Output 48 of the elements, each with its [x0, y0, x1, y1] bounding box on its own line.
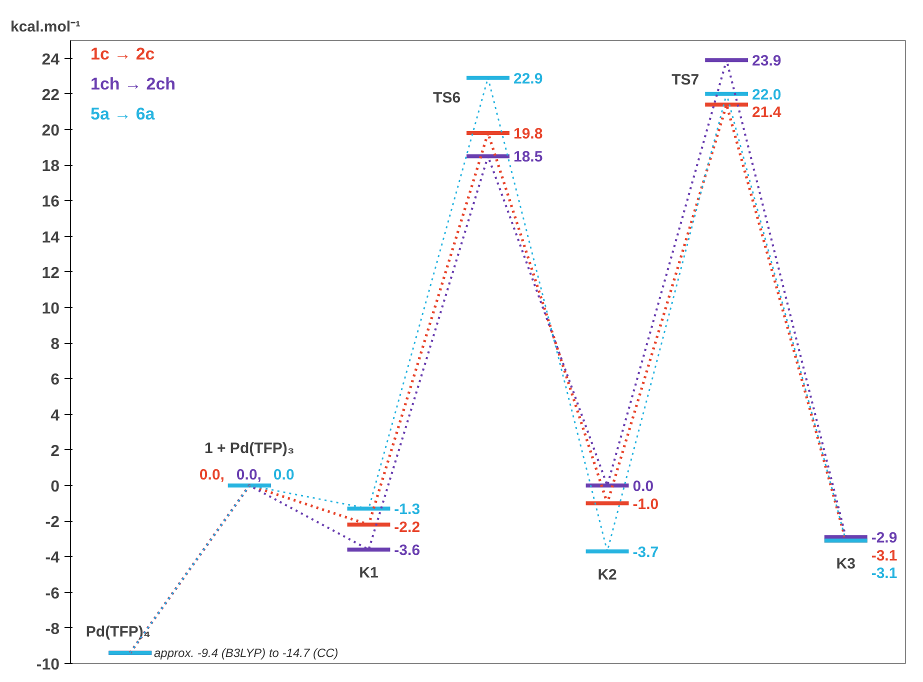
- annotation: approx. -9.4 (B3LYP) to -14.7 (CC): [154, 646, 338, 660]
- y-tick-label: 16: [42, 194, 60, 211]
- data-label: 21.4: [752, 104, 782, 122]
- data-label: -3.1: [871, 565, 898, 582]
- y-tick-label: 18: [42, 158, 60, 176]
- data-label: -3.1: [871, 547, 898, 564]
- data-label: 0.0,: [236, 466, 262, 484]
- data-label: 19.8: [513, 126, 543, 143]
- data-label: 18.5: [513, 148, 543, 166]
- y-tick-label: -4: [45, 550, 60, 567]
- data-label: -1.0: [632, 496, 659, 513]
- text: 1ch → 2ch: [90, 74, 176, 94]
- y-tick-label: 12: [42, 264, 60, 282]
- y-tick-label: 2: [50, 442, 60, 460]
- data-label: 23.9: [752, 52, 782, 70]
- data-label: 0.0: [632, 478, 654, 495]
- data-label: -3.6: [394, 542, 420, 560]
- data-label: 0.0: [273, 466, 294, 484]
- annotation: K3: [836, 556, 856, 573]
- data-label: -1.3: [394, 501, 420, 518]
- y-tick-label: 10: [42, 300, 60, 318]
- data-label: -2.2: [394, 518, 420, 536]
- y-tick-label: 0: [50, 478, 60, 496]
- annotation: TS7: [672, 72, 700, 89]
- data-label: 0.0,: [199, 466, 224, 484]
- y-tick-label: 22: [42, 86, 60, 104]
- annotation: TS6: [433, 89, 461, 106]
- y-tick-label: 4: [50, 407, 60, 424]
- annotation: Pd(TFP)₄: [86, 623, 151, 640]
- y-tick-label: 20: [42, 122, 60, 140]
- data-label: -3.7: [632, 544, 659, 561]
- annotation: K2: [598, 566, 617, 584]
- data-label: 22.0: [752, 86, 782, 104]
- text: 1c → 2c: [90, 44, 155, 64]
- data-label: -2.9: [871, 530, 898, 547]
- y-tick-label: -6: [45, 585, 60, 602]
- y-tick-label: -2: [45, 514, 60, 532]
- y-tick-label: 8: [50, 336, 60, 354]
- y-tick-label: 24: [42, 51, 60, 68]
- text: 5a → 6a: [90, 104, 156, 124]
- data-label: 22.9: [513, 70, 543, 88]
- y-tick-label: -10: [36, 656, 60, 674]
- annotation: K1: [359, 564, 378, 582]
- y-tick-label: 14: [42, 229, 60, 246]
- annotation: 1 + Pd(TFP)₃: [204, 440, 294, 458]
- y-axis-title: kcal.mol⁻¹: [10, 18, 81, 36]
- y-tick-label: -8: [45, 620, 60, 638]
- y-tick-label: 6: [50, 372, 60, 389]
